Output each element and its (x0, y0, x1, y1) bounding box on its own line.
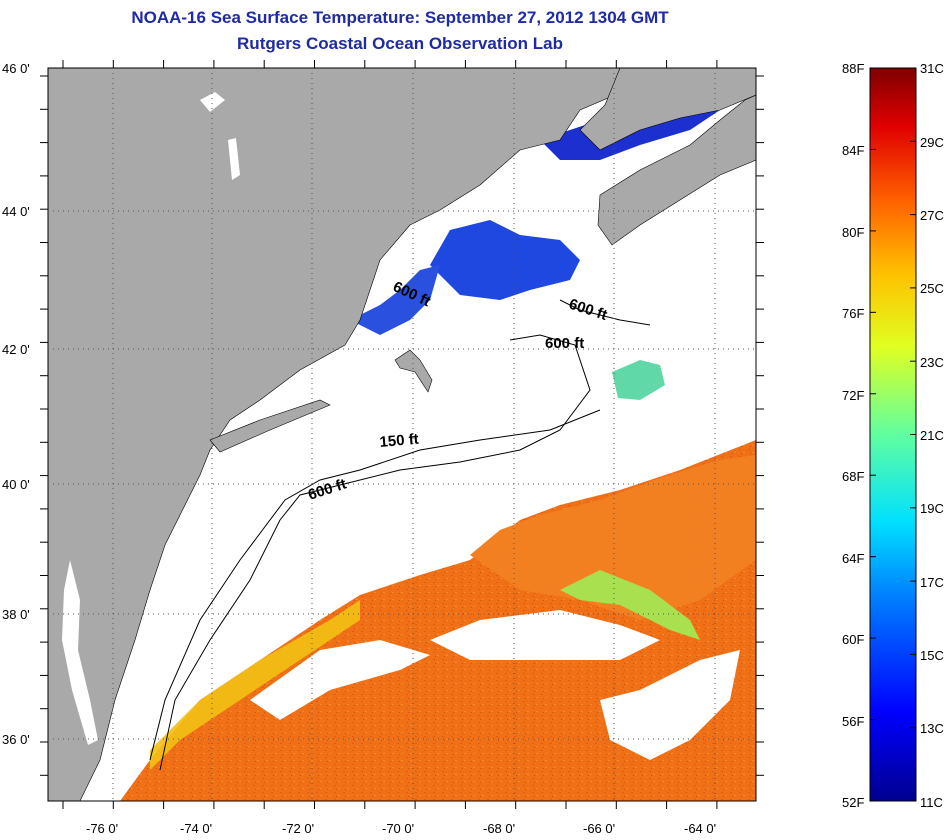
land-long-island (209, 399, 331, 453)
chesapeake-bay (62, 560, 98, 745)
graticule (48, 68, 756, 801)
cb-label-29c: 29C (920, 135, 944, 150)
lon-label-66: -66 0' (583, 821, 615, 836)
lon-label-74: -74 0' (180, 821, 212, 836)
land-nova-scotia (597, 94, 756, 246)
green-filament (560, 570, 700, 640)
map-frame (47, 67, 757, 802)
cold-water-patch-coast (350, 265, 440, 335)
cold-water-patch-main (430, 220, 580, 300)
cb-label-56f: 56F (842, 714, 864, 729)
map-area (48, 68, 756, 801)
cb-label-88f: 88F (842, 61, 864, 76)
lat-label-42: 42 0' (2, 342, 30, 357)
cb-label-21c: 21C (920, 428, 944, 443)
cloud-gap-3 (600, 650, 740, 760)
cloud-gap-1 (250, 640, 430, 720)
lat-label-38: 38 0' (2, 607, 30, 622)
lat-label-36: 36 0' (2, 732, 30, 747)
lat-label-44: 44 0' (2, 204, 30, 219)
cb-label-64f: 64F (842, 551, 864, 566)
lat-label-46: 46 0' (2, 61, 30, 76)
cb-label-60f: 60F (842, 632, 864, 647)
lon-label-64: -64 0' (684, 821, 716, 836)
temperature-colorbar (869, 67, 917, 802)
cb-label-31c: 31C (920, 61, 944, 76)
map-title: NOAA-16 Sea Surface Temperature: Septemb… (131, 8, 669, 27)
lon-label-70: -70 0' (382, 821, 414, 836)
map-subtitle: Rutgers Coastal Ocean Observation Lab (237, 34, 563, 53)
contour-label-150: 150 ft (379, 431, 420, 451)
lake-2 (228, 138, 240, 180)
cb-label-11c: 11C (920, 795, 943, 810)
cb-label-76f: 76F (842, 306, 864, 321)
lake-1 (200, 92, 225, 112)
cb-label-80f: 80F (842, 225, 864, 240)
land-us-mainland (48, 68, 621, 801)
cb-label-84f: 84F (842, 143, 864, 158)
cloud-gap-2 (430, 610, 660, 660)
colorbar-ticks (870, 67, 916, 802)
lon-label-76: -76 0' (86, 821, 118, 836)
yellow-band (150, 600, 360, 770)
lon-label-72: -72 0' (282, 821, 314, 836)
axis-ticks (40, 60, 764, 809)
cb-label-13c: 13C (920, 721, 944, 736)
cb-label-27c: 27C (920, 208, 944, 223)
cb-label-17c: 17C (920, 575, 944, 590)
land-new-brunswick (579, 68, 756, 151)
cb-label-72f: 72F (842, 388, 864, 403)
cb-label-52f: 52F (842, 795, 864, 810)
cb-label-15c: 15C (920, 648, 944, 663)
lon-label-68: -68 0' (483, 821, 515, 836)
contour-150ft (149, 409, 601, 761)
cb-label-25c: 25C (920, 281, 944, 296)
contour-600ft-east (559, 299, 651, 326)
cool-water-patch-east (612, 360, 665, 400)
land-cape-cod (394, 349, 433, 393)
cb-label-68f: 68F (842, 469, 864, 484)
lat-label-40: 40 0' (2, 477, 30, 492)
contour-label-600-bank: 600 ft (545, 335, 584, 352)
warm-water-north-band (470, 455, 756, 620)
contour-600ft (159, 334, 591, 771)
cb-label-23c: 23C (920, 355, 944, 370)
cb-label-19c: 19C (920, 501, 944, 516)
